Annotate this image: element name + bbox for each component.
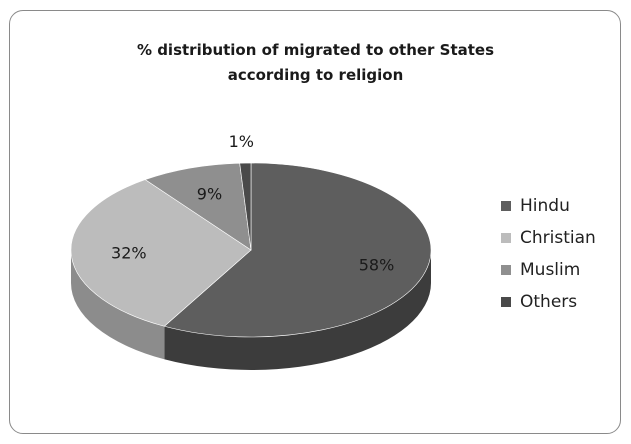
pie-side-christian xyxy=(71,250,165,360)
legend-swatch-others xyxy=(501,297,511,307)
legend-label-muslim: Muslim xyxy=(520,260,581,280)
data-label-muslim: 9% xyxy=(197,184,222,203)
legend-label-christian: Christian xyxy=(520,228,596,248)
legend-swatch-christian xyxy=(501,233,511,243)
data-label-others: 1% xyxy=(229,132,254,151)
legend-label-hindu: Hindu xyxy=(520,196,570,216)
legend-label-others: Others xyxy=(520,292,578,312)
pie-slice-muslim xyxy=(144,162,252,251)
pie-slice-christian xyxy=(70,179,252,327)
chart-title-line-2: according to religion xyxy=(227,66,404,84)
chart-title-line-1: % distribution of migrated to other Stat… xyxy=(136,41,495,59)
pie-slice-hindu xyxy=(163,162,432,338)
legend-swatch-muslim xyxy=(501,265,511,275)
legend-swatch-hindu xyxy=(501,201,511,211)
data-label-hindu: 58% xyxy=(359,256,395,275)
data-label-christian: 32% xyxy=(111,244,147,263)
pie-slice-others xyxy=(239,162,252,251)
chart-title: % distribution of migrated to other Stat… xyxy=(0,38,631,88)
pie-side-hindu xyxy=(164,250,431,370)
